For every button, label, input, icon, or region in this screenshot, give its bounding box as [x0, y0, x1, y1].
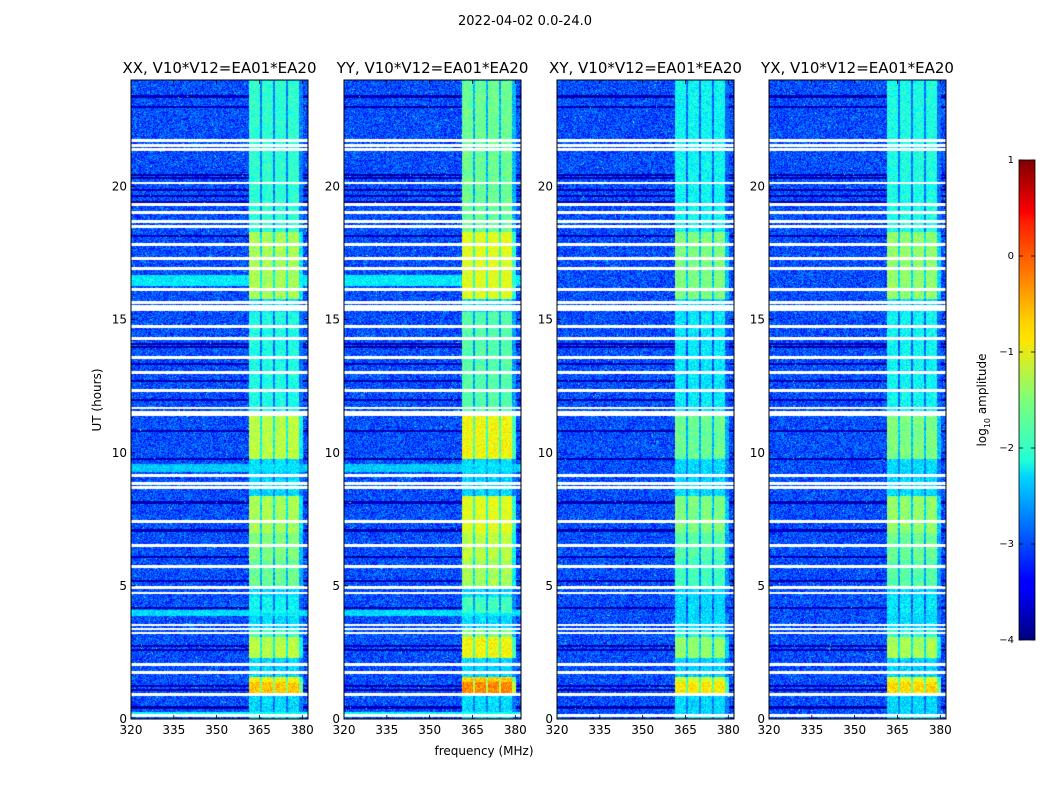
panel-title: YY, V10*V12=EA01*EA20: [336, 59, 529, 77]
y-tick-label: 20: [538, 180, 553, 194]
colorbar-tick-label: −4: [999, 635, 1014, 646]
x-tick-label: 350: [843, 723, 866, 737]
x-tick-label: 365: [674, 723, 697, 737]
y-tick-label: 20: [112, 180, 127, 194]
panel-yy: YY, V10*V12=EA01*EA20 320 335 350 365 380 0 5 10…: [325, 59, 529, 737]
x-tick-label: 350: [631, 723, 654, 737]
y-tick-label: 10: [112, 446, 127, 460]
x-tick-label: 335: [375, 723, 398, 737]
x-tick-label: 365: [248, 723, 271, 737]
colorbar-tick-label: 0: [1008, 251, 1014, 262]
y-tick-label: 10: [325, 446, 340, 460]
y-tick-label: 10: [538, 446, 553, 460]
x-axis-label: frequency (MHz): [434, 744, 533, 758]
colorbar-tick-label: 1: [1008, 155, 1014, 166]
x-tick-label: 320: [758, 723, 781, 737]
y-tick-label: 5: [545, 579, 553, 593]
y-tick-label: 20: [750, 180, 765, 194]
x-tick-label: 380: [717, 723, 740, 737]
y-tick-label: 5: [757, 579, 765, 593]
x-tick-label: 380: [929, 723, 952, 737]
y-tick-label: 0: [545, 712, 553, 726]
y-axis-label: UT (hours): [90, 368, 104, 431]
colorbar-tick-label: −2: [999, 443, 1014, 454]
y-tick-label: 10: [750, 446, 765, 460]
panel-title: XY, V10*V12=EA01*EA20: [549, 59, 742, 77]
x-tick-label: 365: [461, 723, 484, 737]
y-tick-label: 15: [538, 313, 553, 327]
y-tick-label: 15: [325, 313, 340, 327]
heatmap-xx: [131, 80, 308, 719]
x-tick-label: 320: [333, 723, 356, 737]
y-tick-label: 0: [332, 712, 340, 726]
panel-frame: [343, 79, 522, 720]
x-tick-label: 380: [504, 723, 527, 737]
y-tick-label: 20: [325, 180, 340, 194]
heatmap-yx: [769, 80, 946, 719]
colorbar-label: log10 amplitude: [975, 354, 992, 447]
y-tick-label: 15: [750, 313, 765, 327]
x-tick-label: 320: [546, 723, 569, 737]
panel-frame: [556, 79, 735, 720]
panel-frame: [130, 79, 309, 720]
heatmap-yy: [344, 80, 521, 719]
panel-xy: XY, V10*V12=EA01*EA20 320 335 350 365 380 0 5 10…: [538, 59, 742, 737]
panel-title: YX, V10*V12=EA01*EA20: [760, 59, 954, 77]
panel-xx: XX, V10*V12=EA01*EA20 320 335 350 365 380 0 5 10…: [112, 59, 317, 737]
heatmap-xy: [557, 80, 734, 719]
colorbar-tick-label: −1: [999, 347, 1014, 358]
colorbar-tick-label: −3: [999, 539, 1014, 550]
x-tick-label: 350: [205, 723, 228, 737]
x-tick-label: 335: [588, 723, 611, 737]
colorbar-gradient: [1018, 159, 1036, 641]
x-tick-label: 335: [162, 723, 185, 737]
panels-group: XX, V10*V12=EA01*EA20 320 335 350 365 380 0 5 10…: [112, 59, 954, 737]
y-tick-label: 5: [119, 579, 127, 593]
figure-suptitle: 2022-04-02 0.0-24.0: [458, 14, 592, 29]
x-tick-label: 365: [886, 723, 909, 737]
y-tick-label: 5: [332, 579, 340, 593]
y-tick-label: 0: [119, 712, 127, 726]
x-tick-label: 335: [800, 723, 823, 737]
panel-title: XX, V10*V12=EA01*EA20: [122, 59, 316, 77]
panel-yx: YX, V10*V12=EA01*EA20 320 335 350 365 380 0 5 10…: [750, 59, 954, 737]
y-tick-label: 15: [112, 313, 127, 327]
x-tick-label: 320: [120, 723, 143, 737]
colorbar: 1 0 −1 −2 −3 −4 log10 amplitude: [975, 155, 1036, 646]
y-tick-label: 0: [757, 712, 765, 726]
panel-frame: [768, 79, 947, 720]
x-tick-label: 380: [291, 723, 314, 737]
x-tick-label: 350: [418, 723, 441, 737]
